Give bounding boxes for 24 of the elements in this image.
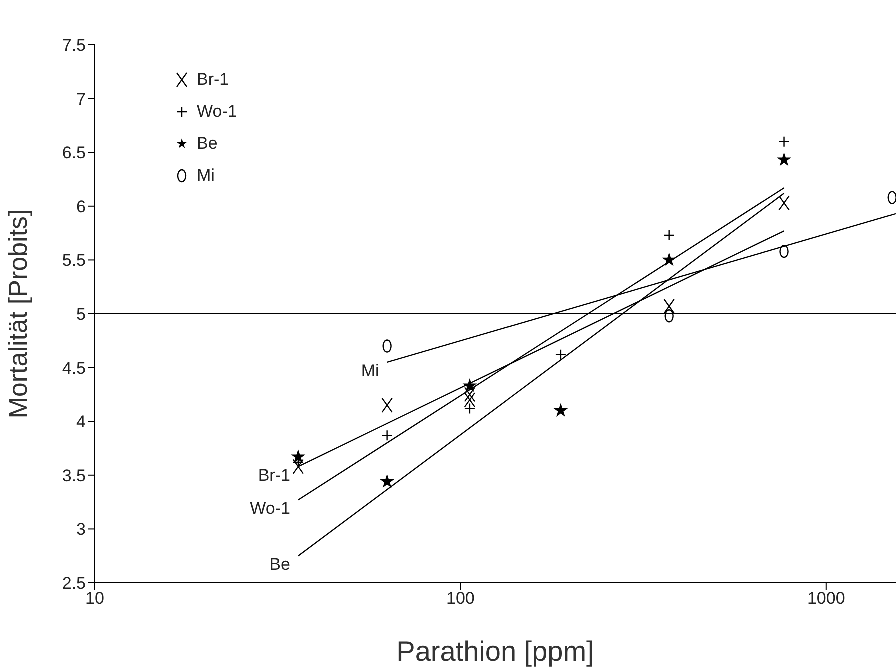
series-label: Br-1 — [258, 466, 290, 485]
x-tick-label: 100 — [446, 589, 475, 608]
y-tick-label: 3.5 — [62, 466, 86, 486]
series-label: Be — [270, 555, 290, 574]
y-tick-label: 6.5 — [62, 144, 86, 163]
series-label: Wo-1 — [250, 499, 290, 518]
y-tick-label: 5.5 — [62, 251, 86, 270]
legend-label: Br-1 — [197, 70, 230, 90]
y-tick-label: 2.5 — [62, 574, 86, 594]
y-tick-label: 6 — [76, 197, 86, 216]
legend-label: Be — [197, 134, 218, 154]
y-tick-label: 7 — [76, 90, 86, 109]
y-tick-label: 7.5 — [62, 36, 86, 56]
x-axis-title: Parathion [ppm] — [396, 636, 594, 667]
y-axis-title: Mortalität [Probits] — [3, 209, 34, 419]
y-tick-label: 4.5 — [62, 358, 86, 378]
y-tick-label: 3 — [76, 520, 86, 540]
y-tick-label: 5 — [76, 305, 86, 324]
x-tick-label: 1000 — [807, 589, 846, 608]
y-tick-label: 4 — [76, 412, 86, 432]
x-tick-label: 10 — [86, 589, 104, 608]
legend-label: Mi — [197, 166, 215, 186]
legend-label: Wo-1 — [197, 102, 238, 122]
series-label: Mi — [361, 361, 380, 380]
